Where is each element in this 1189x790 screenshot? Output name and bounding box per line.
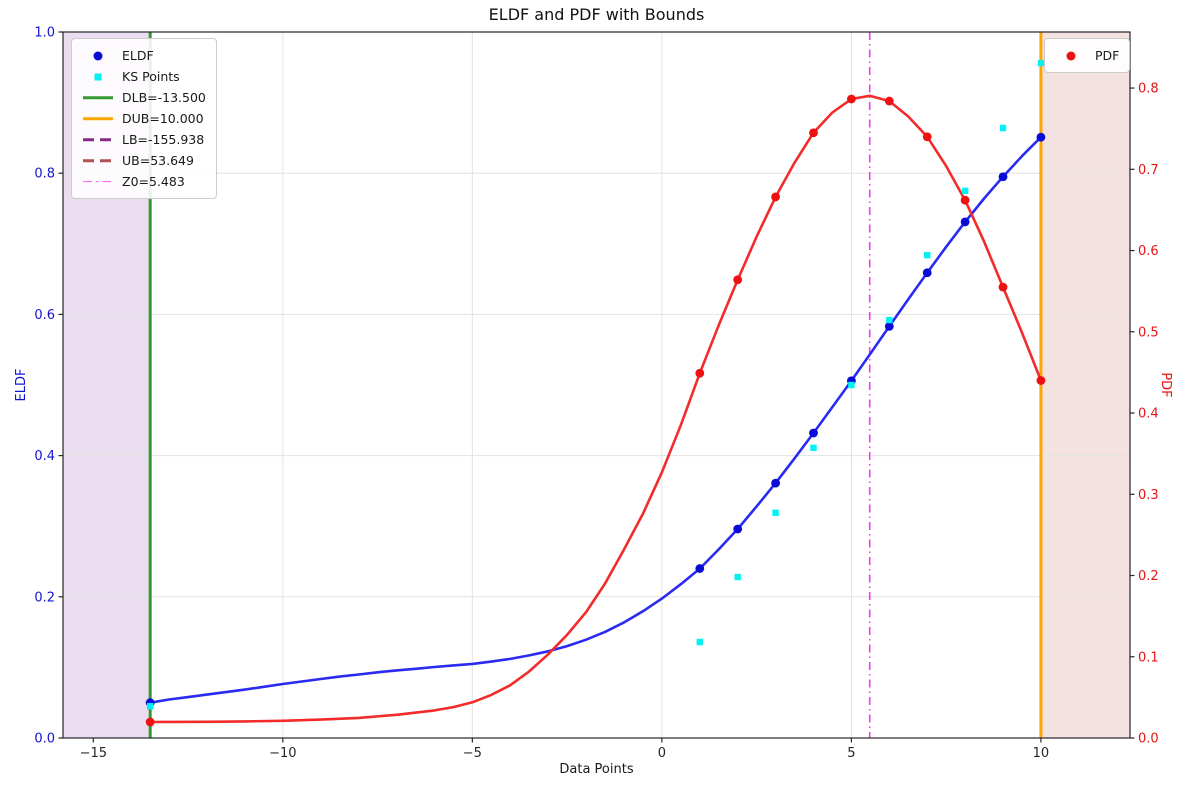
ks-points-point [772,509,779,516]
legend-item: KS Points [82,66,206,87]
y-left-tick-label: 0.4 [34,449,55,464]
y-right-tick-label: 0.7 [1138,163,1159,178]
eldf-point [695,564,705,573]
ks-points-point [146,703,154,710]
pdf-point [998,282,1008,292]
pdf-point [733,275,743,285]
pdf-point [847,94,856,104]
y-right-tick-label: 0.1 [1138,650,1159,665]
plot-title: ELDF and PDF with Bounds [488,5,705,24]
pdf-point [771,192,780,202]
eldf-point [733,524,743,534]
legend-item: PDF [1055,45,1119,66]
z0-5-483-legend-marker-icon [82,174,114,190]
pdf-point [922,132,932,142]
legend-right: PDF [1044,38,1131,73]
pdf-point [1036,376,1046,385]
x-tick-label: −15 [80,746,107,761]
legend-item-label: PDF [1095,48,1120,63]
x-tick-label: −5 [463,746,482,761]
y-right-tick-label: 0.6 [1138,244,1159,259]
eldf-point [809,428,818,438]
legend-item-label: LB=-155.938 [122,132,205,147]
pdf-legend-marker-icon [1055,48,1087,64]
legend-item: DUB=10.000 [82,108,206,129]
y-left-tick-label: 0.6 [34,308,55,323]
eldf-point [960,217,970,227]
legend-left: ELDF KS Points DLB=-13.500 DUB=10.000 LB=-15… [71,38,217,199]
y-right-tick-label: 0.0 [1138,732,1159,747]
legend-item: Z0=5.483 [82,171,206,192]
legend-item-label: DLB=-13.500 [122,90,206,105]
y-left-tick-label: 0.8 [34,167,55,182]
y-left-tick-label: 0.0 [34,732,55,747]
lb-155-938-legend-marker-icon [82,132,114,148]
y-right-tick-label: 0.5 [1138,325,1159,340]
shaded-region-above-DUB [1040,32,1130,738]
pdf-curve [148,94,1043,724]
y-axis-left-label: ELDF [14,368,29,402]
ks-points-legend-marker-icon [82,69,114,85]
plot-frame [62,31,1131,739]
pdf-point [695,368,705,378]
x-axis-label: Data Points [559,762,634,777]
legend-item-label: ELDF [122,48,154,63]
legend-item-label: UB=53.649 [122,153,194,168]
y-right-tick-label: 0.4 [1138,407,1159,422]
y-right-tick-label: 0.3 [1138,488,1159,503]
eldf-point [922,268,932,278]
ks-points-point [924,251,931,259]
dlb-13-500-legend-marker-icon [82,90,114,106]
y-left-tick-label: 0.2 [34,590,55,605]
eldf-point [998,172,1008,182]
ks-points-point [810,444,817,452]
eldf-point [1036,132,1046,142]
eldf-point [884,322,894,331]
legend-item: UB=53.649 [82,150,206,171]
pdf-point [884,96,894,106]
pdf-point [145,717,155,727]
y-axis-right-label: PDF [1158,372,1173,398]
x-tick-label: −10 [269,746,296,761]
ks-points-point [696,638,703,646]
y-left-tick-label: 1.0 [34,26,55,41]
legend-item-label: KS Points [122,69,180,84]
ub-53-649-legend-marker-icon [82,153,114,169]
y-right-tick-label: 0.8 [1138,82,1159,97]
ks-points-point [961,187,969,195]
x-tick-label: 5 [847,746,855,761]
legend-item-label: DUB=10.000 [122,111,204,126]
eldf-curve [148,135,1043,705]
ks-points-point [848,381,855,389]
eldf-legend-marker-icon [82,48,114,64]
ks-points-point [1037,59,1045,67]
eldf-point [771,478,780,488]
pdf-point [960,195,970,205]
ks-points-point [999,124,1007,132]
ks-points-point [886,316,893,324]
legend-item: DLB=-13.500 [82,87,206,108]
y-right-tick-label: 0.2 [1138,569,1159,584]
pdf-point [809,128,818,138]
legend-item: LB=-155.938 [82,129,206,150]
x-tick-label: 0 [658,746,666,761]
ks-points-point [734,573,741,581]
x-tick-label: 10 [1033,746,1050,761]
legend-item: ELDF [82,45,206,66]
legend-item-label: Z0=5.483 [122,174,185,189]
dub-10-000-legend-marker-icon [82,111,114,127]
